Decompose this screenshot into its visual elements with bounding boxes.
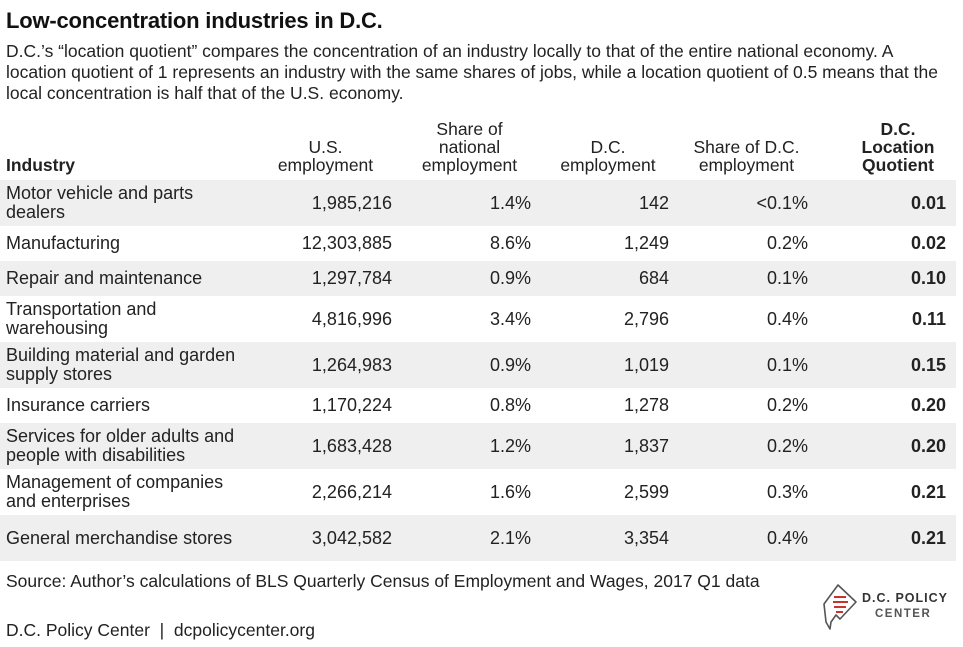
column-header-industry: Industry: [6, 155, 76, 175]
cell-industry: Motor vehicle and parts dealers: [0, 180, 253, 226]
table-row: Building material and garden supply stor…: [0, 342, 956, 388]
cell-dc-employment: 1,837: [541, 423, 679, 469]
column-header-location-quotient: D.C. Location Quotient: [861, 119, 935, 175]
cell-industry: Transportation and warehousing: [6, 299, 157, 338]
cell-dc-share: 0.2%: [679, 423, 818, 469]
cell-location-quotient: 0.15: [818, 342, 956, 388]
column-header-us-employment: U.S. employment: [277, 137, 374, 175]
cell-us-share: 1.4%: [402, 180, 541, 226]
cell-us-share: 1.2%: [402, 423, 541, 469]
cell-industry: Manufacturing: [6, 233, 121, 253]
cell-industry: Building material and garden supply stor…: [0, 342, 253, 388]
cell-dc-share: 0.4%: [766, 308, 808, 329]
cell-us-share: 0.8%: [489, 395, 531, 415]
cell-dc-employment: 1,019: [541, 342, 679, 388]
cell-us-employment: 1,170,224: [311, 395, 392, 415]
cell-dc-employment: 3,354: [541, 515, 679, 561]
cell-us-share: 1.6%: [489, 481, 531, 502]
cell-industry: Services for older adults and people wit…: [0, 423, 253, 469]
table-row: Motor vehicle and parts dealers 1,985,216…: [0, 180, 956, 226]
cell-us-share: 2.1%: [402, 515, 541, 561]
cell-dc-share: <0.1%: [679, 180, 818, 226]
cell-location-quotient: 0.10: [818, 261, 956, 296]
cell-dc-employment: 142: [541, 180, 679, 226]
table-row: Management of companies and enterprises 2…: [0, 469, 956, 515]
cell-industry: General merchandise stores: [0, 515, 253, 561]
cell-us-share: 0.9%: [402, 342, 541, 388]
cell-us-employment: 1,264,983: [253, 342, 402, 388]
cell-dc-share: 0.1%: [679, 261, 818, 296]
cell-dc-employment: 684: [541, 261, 679, 296]
cell-dc-employment: 2,599: [623, 481, 669, 502]
cell-location-quotient: 0.21: [910, 481, 946, 502]
cell-dc-share: 0.2%: [766, 233, 808, 253]
table-row: Services for older adults and people wit…: [0, 423, 956, 469]
cell-us-employment: 1,683,428: [253, 423, 402, 469]
dc-map-document-icon: [823, 584, 857, 630]
cell-dc-share: 0.3%: [766, 481, 808, 502]
cell-location-quotient: 0.01: [818, 180, 956, 226]
cell-us-employment: 2,266,214: [311, 481, 392, 502]
table-row: General merchandise stores 3,042,582 2.1% 3…: [0, 515, 956, 561]
column-header-dc-share: Share of D.C. employment: [693, 137, 800, 175]
cell-us-share: 0.9%: [402, 261, 541, 296]
table-row: Transportation and warehousing 4,816,996 3…: [0, 296, 956, 342]
cell-location-quotient: 0.21: [818, 515, 956, 561]
cell-us-share: 8.6%: [489, 233, 531, 253]
dc-policy-center-logo: D.C. POLICY CENTER: [820, 582, 950, 634]
table-header-row: Industry U.S. employment Share of nation…: [0, 116, 956, 180]
data-table: Industry U.S. employment Share of nation…: [0, 116, 956, 561]
cell-dc-employment: 1,249: [623, 233, 669, 253]
cell-dc-employment: 2,796: [623, 308, 669, 329]
chart-subtitle: D.C.’s “location quotient” compares the …: [6, 41, 938, 103]
chart-title: Low-concentration industries in D.C.: [6, 8, 383, 33]
cell-industry: Repair and maintenance: [0, 261, 253, 296]
cell-us-employment: 1,985,216: [253, 180, 402, 226]
footer-credit: D.C. Policy Center | dcpolicycenter.org: [6, 620, 315, 640]
cell-dc-share: 0.1%: [679, 342, 818, 388]
column-header-us-share: Share of national employment: [421, 119, 518, 175]
cell-us-share: 3.4%: [489, 308, 531, 329]
cell-location-quotient: 0.20: [818, 423, 956, 469]
table-row: Repair and maintenance 1,297,784 0.9% 684 0.…: [0, 261, 956, 296]
cell-location-quotient: 0.20: [910, 395, 946, 415]
cell-us-employment: 4,816,996: [311, 308, 392, 329]
logo-text-line2: CENTER: [875, 608, 932, 620]
table-row: Insurance carriers 1,170,224 0.8% 1,278 0.2%…: [0, 388, 956, 423]
cell-us-employment: 12,303,885: [301, 233, 392, 253]
cell-location-quotient: 0.11: [911, 308, 946, 329]
cell-industry: Management of companies and enterprises: [6, 472, 224, 511]
cell-dc-share: 0.4%: [679, 515, 818, 561]
cell-us-employment: 3,042,582: [253, 515, 402, 561]
cell-dc-share: 0.2%: [766, 395, 808, 415]
table-row: Manufacturing 12,303,885 8.6% 1,249 0.2% 0.02: [0, 226, 956, 261]
column-header-dc-employment: D.C. employment: [560, 137, 656, 175]
source-note: Source: Author’s calculations of BLS Qua…: [6, 571, 760, 591]
cell-industry: Insurance carriers: [6, 395, 151, 415]
table-body: Motor vehicle and parts dealers 1,985,216…: [0, 180, 956, 561]
cell-location-quotient: 0.02: [910, 233, 946, 253]
logo-text-line1: D.C. POLICY: [862, 591, 949, 605]
cell-dc-employment: 1,278: [623, 395, 669, 415]
cell-us-employment: 1,297,784: [253, 261, 402, 296]
